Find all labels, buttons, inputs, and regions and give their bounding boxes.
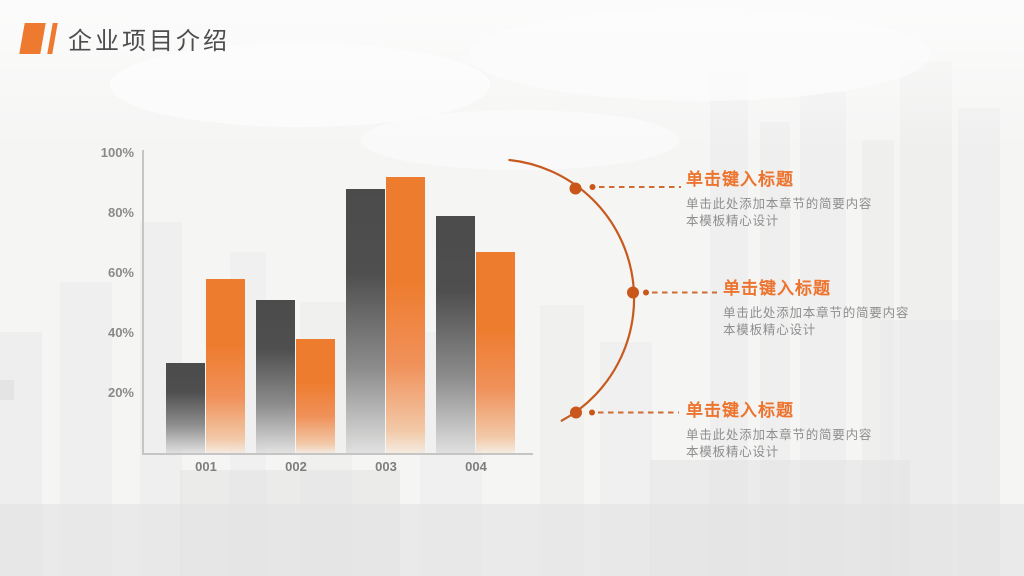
page-title: 企业项目介绍 <box>68 27 230 55</box>
slash-logo-icon <box>18 22 58 55</box>
callout-body-3-line2: 本模板精心设计 <box>686 444 780 459</box>
bar-orange-004 <box>476 252 515 453</box>
callout-body-3-line1: 单击此处添加本章节的简要内容 <box>686 428 873 442</box>
x-category-label-004: 004 <box>465 459 487 474</box>
y-tick-label-100: 100% <box>100 145 134 160</box>
callout-title-3[interactable]: 单击键入标题 <box>686 401 794 420</box>
callout-block-2[interactable]: 单击键入标题 单击此处添加本章节的简要内容 本模板精心设计 <box>723 274 933 338</box>
x-axis-line <box>142 453 533 455</box>
callout-title-2[interactable]: 单击键入标题 <box>723 279 831 298</box>
bar-orange-002 <box>296 339 335 453</box>
callout-title-1[interactable]: 单击键入标题 <box>686 170 794 189</box>
slide-header: 企业项目介绍 <box>18 18 230 58</box>
bar-gray-004 <box>436 216 475 453</box>
bar-gray-001 <box>166 363 205 453</box>
y-tick-label-60: 60% <box>107 265 134 280</box>
callout-body-1-line2: 本模板精心设计 <box>686 213 780 228</box>
y-axis-line <box>142 150 144 455</box>
x-category-label-001: 001 <box>195 459 217 474</box>
callout-block-3[interactable]: 单击键入标题 单击此处添加本章节的简要内容 本模板精心设计 <box>686 396 896 460</box>
callout-body-2-line1: 单击此处添加本章节的简要内容 <box>723 306 910 320</box>
slash-logo-main-shape <box>19 22 46 54</box>
bar-orange-003 <box>386 177 425 453</box>
x-category-label-002: 002 <box>285 459 307 474</box>
callout-block-1[interactable]: 单击键入标题 单击此处添加本章节的简要内容 本模板精心设计 <box>686 165 896 229</box>
bar-gray-003 <box>346 189 385 453</box>
callout-body-2-line2: 本模板精心设计 <box>723 322 817 337</box>
slash-logo-thin-stripe <box>47 22 58 54</box>
bar-gray-002 <box>256 300 295 453</box>
y-tick-label-40: 40% <box>107 325 134 340</box>
bar-orange-001 <box>206 279 245 453</box>
y-tick-label-80: 80% <box>107 205 134 220</box>
x-category-label-003: 003 <box>375 459 397 474</box>
callout-body-1-line1: 单击此处添加本章节的简要内容 <box>686 197 873 211</box>
y-tick-label-20: 20% <box>107 385 134 400</box>
